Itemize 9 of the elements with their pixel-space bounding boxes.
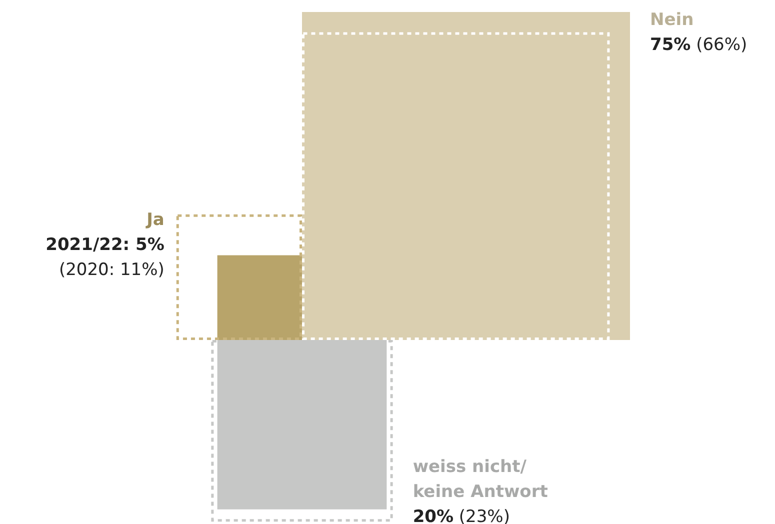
category-label: weiss nicht/ keine Antwort	[412, 456, 549, 504]
data-label: 2021/22: 5%	[46, 234, 164, 258]
data-label: 75%	[650, 35, 691, 55]
data-label: (23%)	[458, 506, 510, 524]
category-label: Nein	[650, 9, 695, 32]
data-label: 20%	[412, 506, 454, 524]
data-label: (2020: 11%)	[58, 259, 164, 282]
category-label: Ja	[144, 209, 164, 232]
data-label: (66%)	[695, 35, 748, 55]
